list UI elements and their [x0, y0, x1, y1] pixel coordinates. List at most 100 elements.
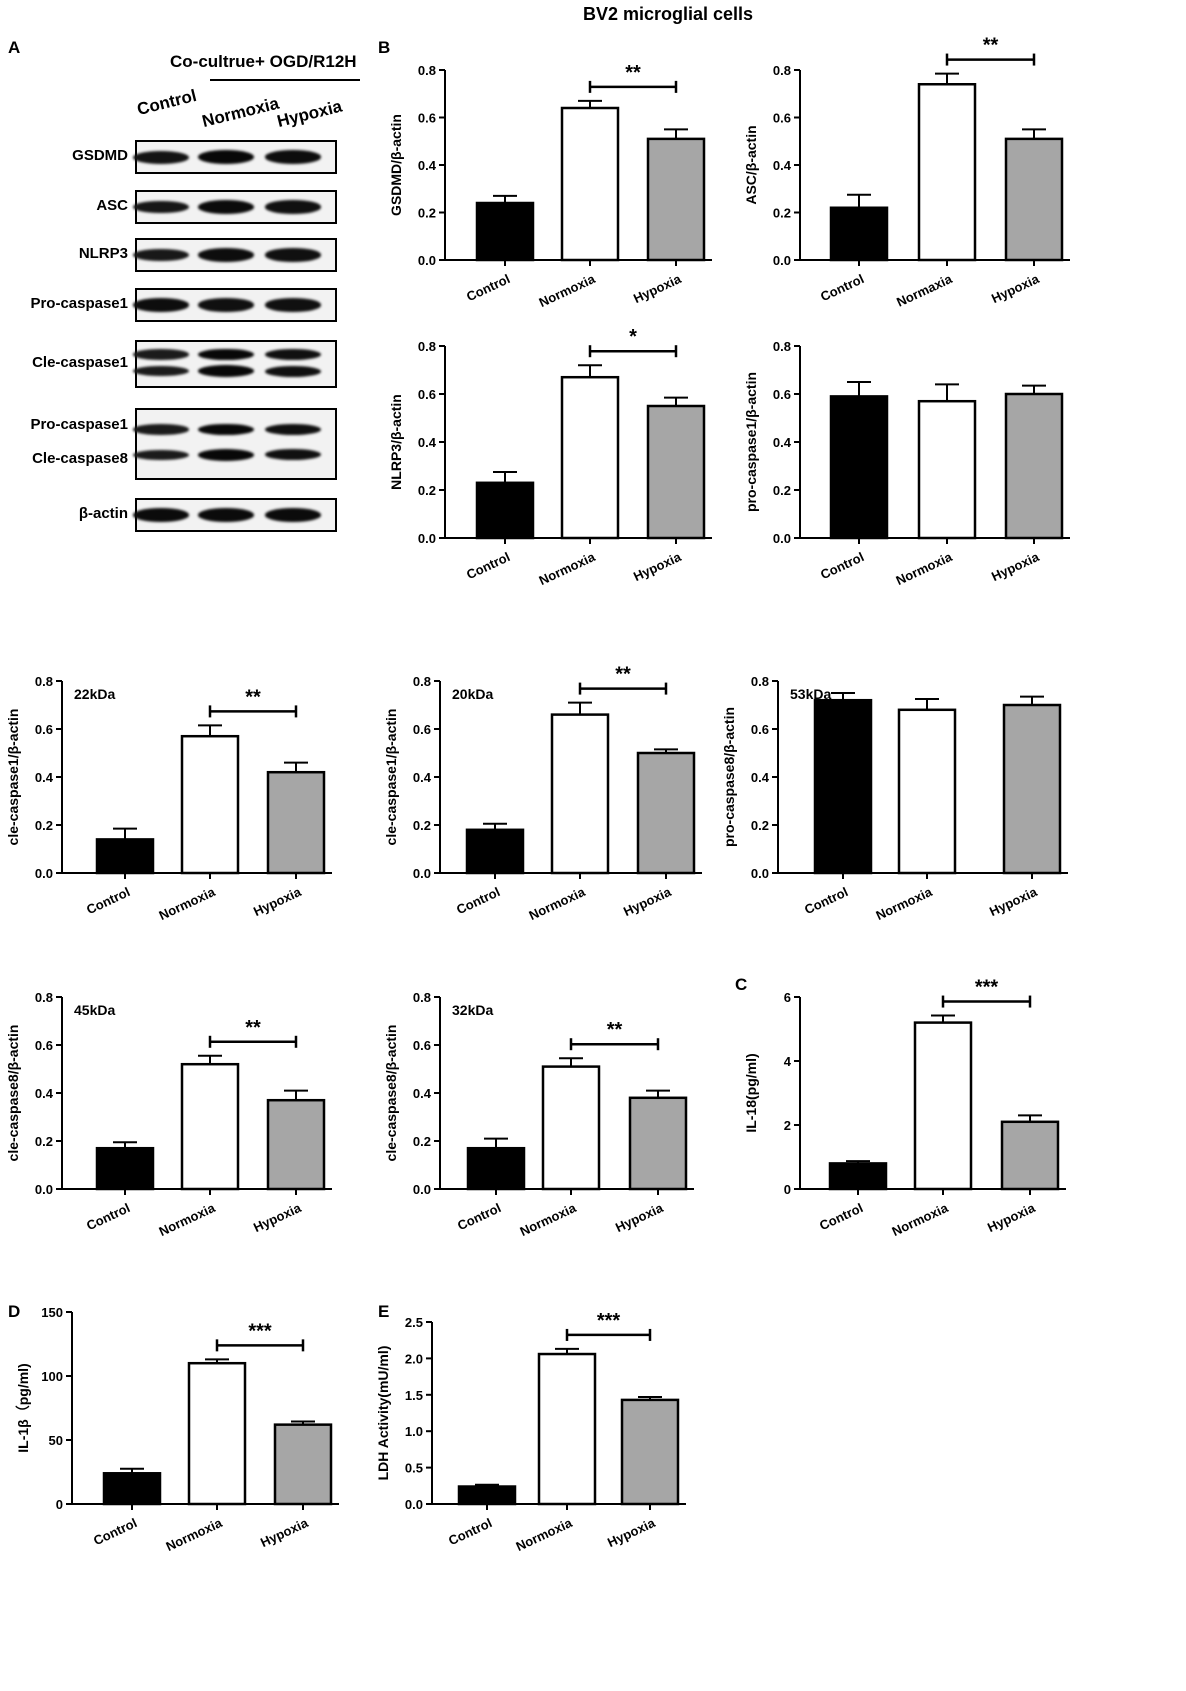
y-tick-label: 0.0	[418, 531, 436, 546]
y-axis-label: pro-caspase8/β-actin	[721, 707, 737, 847]
bar-hypoxia	[646, 404, 706, 540]
x-tick-label: Control	[802, 884, 850, 917]
blot-header: Co-cultrue+ OGD/R12H	[170, 52, 357, 71]
x-tick-label: Control	[818, 549, 866, 582]
y-tick-label: 0.4	[35, 770, 54, 785]
panel-letter-c: C	[735, 975, 748, 994]
blot-band	[132, 248, 189, 262]
x-tick-label: Hypoxia	[989, 549, 1042, 584]
y-tick-label: 0.5	[405, 1461, 423, 1476]
y-tick-label: 0.2	[413, 818, 431, 833]
significance-stars: **	[625, 62, 641, 84]
bar-control	[457, 1485, 517, 1506]
bar-normoxia	[897, 708, 957, 875]
blot-row	[132, 288, 337, 322]
significance-stars: **	[983, 35, 999, 57]
y-tick-label: 0.0	[413, 1182, 431, 1197]
x-tick-label: Control	[84, 1200, 132, 1233]
bar-normoxia	[560, 375, 620, 540]
bar-control	[95, 1146, 155, 1191]
significance-stars: **	[245, 686, 261, 708]
y-tick-label: 0.2	[418, 206, 436, 221]
x-tick-label: Normoxia	[157, 884, 218, 923]
y-tick-label: 50	[49, 1433, 63, 1448]
blot-row	[132, 140, 337, 174]
y-tick-label: 0	[56, 1497, 63, 1512]
significance-stars: *	[629, 326, 637, 348]
x-tick-label: Normaxia	[894, 271, 955, 310]
significance-stars: **	[615, 664, 631, 686]
significance-stars: ***	[975, 977, 999, 999]
x-tick-label: Hypoxia	[631, 271, 684, 306]
y-tick-label: 0	[784, 1182, 791, 1197]
x-tick-label: Hypoxia	[605, 1515, 658, 1550]
bar-normoxia	[180, 1062, 240, 1191]
blot-band	[198, 448, 255, 461]
bar-control	[828, 1162, 888, 1191]
y-tick-label: 0.6	[773, 387, 791, 402]
bar-normoxia	[541, 1065, 601, 1191]
bar-hypoxia	[646, 137, 706, 262]
y-tick-label: 0.2	[773, 206, 791, 221]
bar-control	[829, 395, 889, 540]
y-tick-label: 0.4	[773, 435, 792, 450]
bar-hypoxia	[1004, 392, 1064, 540]
y-axis-label: cle-caspase1/β-actin	[383, 709, 399, 846]
blot-band	[198, 298, 255, 312]
y-tick-label: 0.4	[413, 770, 432, 785]
x-tick-label: Normoxia	[157, 1200, 218, 1239]
x-tick-label: Control	[454, 884, 502, 917]
molecular-weight-label: 32kDa	[452, 1002, 493, 1018]
y-tick-label: 0.0	[35, 866, 53, 881]
y-tick-label: 0.4	[35, 1086, 54, 1101]
y-tick-label: 0.6	[35, 1038, 53, 1053]
panel-letter-b: B	[378, 38, 391, 57]
y-tick-label: 0.8	[413, 674, 431, 689]
blot-row-label: Cle-caspase8	[32, 450, 128, 467]
blot-band	[265, 424, 322, 436]
x-tick-label: Hypoxia	[621, 884, 674, 919]
bar-hypoxia	[266, 770, 326, 875]
blot-band	[132, 366, 189, 377]
y-tick-label: 6	[784, 990, 791, 1005]
x-tick-label: Control	[84, 884, 132, 917]
blot-row	[132, 238, 337, 272]
blot-band	[198, 508, 255, 522]
y-tick-label: 0.8	[418, 63, 436, 78]
x-tick-label: Normoxia	[514, 1515, 575, 1554]
y-axis-label: IL-1β（pg/ml)	[15, 1363, 31, 1452]
y-tick-label: 0.8	[773, 63, 791, 78]
bar-control	[95, 838, 155, 875]
bar-normoxia	[537, 1352, 597, 1506]
x-tick-label: Hypoxia	[258, 1515, 311, 1550]
x-tick-label: Normoxia	[894, 549, 955, 588]
molecular-weight-label: 22kDa	[74, 686, 115, 702]
y-tick-label: 0.0	[773, 253, 791, 268]
y-tick-label: 0.2	[773, 483, 791, 498]
significance-stars: **	[245, 1017, 261, 1039]
bar-hypoxia	[1000, 1120, 1060, 1191]
y-tick-label: 0.0	[751, 866, 769, 881]
bar-normoxia	[550, 713, 610, 875]
blot-band	[132, 449, 189, 460]
bar-hypoxia	[266, 1098, 326, 1191]
significance-stars: ***	[597, 1310, 621, 1332]
y-tick-label: 0.4	[773, 158, 792, 173]
blot-row	[132, 498, 337, 532]
blot-row-label: β-actin	[78, 505, 128, 522]
y-axis-label: GSDMD/β-actin	[388, 114, 404, 216]
x-tick-label: Control	[464, 549, 512, 582]
y-tick-label: 0.4	[413, 1086, 432, 1101]
significance-stars: ***	[248, 1320, 272, 1342]
blot-band	[198, 150, 255, 164]
y-tick-label: 0.8	[35, 990, 53, 1005]
y-tick-label: 0.6	[35, 722, 53, 737]
y-tick-label: 0.8	[413, 990, 431, 1005]
y-tick-label: 0.0	[405, 1497, 423, 1512]
x-tick-label: Control	[91, 1515, 139, 1548]
bar-normoxia	[917, 399, 977, 540]
blot-row	[132, 408, 337, 480]
figure-title: BV2 microglial cells	[582, 4, 754, 24]
y-tick-label: 0.4	[418, 435, 437, 450]
